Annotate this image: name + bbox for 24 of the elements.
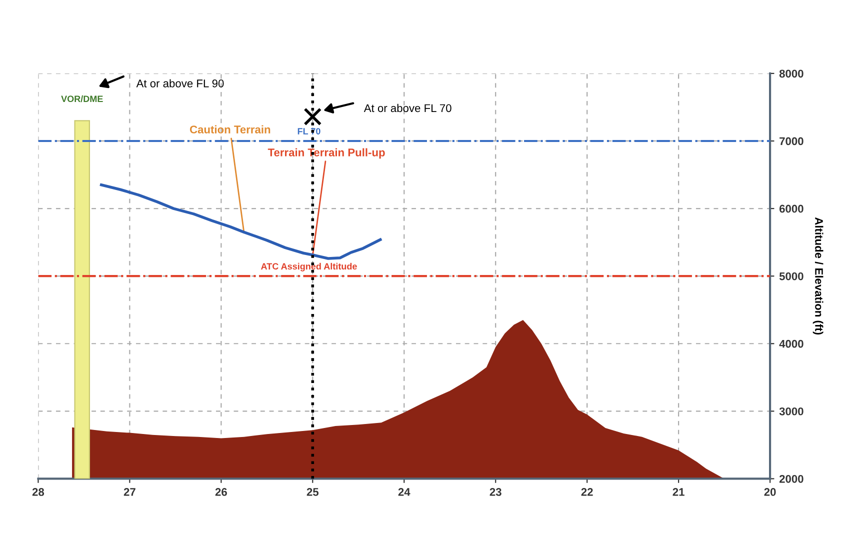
y-tick-label: 6000	[779, 204, 804, 213]
x-tick-label: 28	[32, 488, 44, 496]
x-tick-label: 27	[124, 488, 136, 496]
y-tick-label: 2000	[779, 474, 804, 483]
line-series	[100, 184, 382, 260]
y-tick-label: 5000	[779, 272, 804, 280]
x-tick-label: 23	[490, 488, 502, 496]
x-tick-label: 24	[398, 488, 410, 496]
y-tick-label: 8000	[779, 70, 804, 78]
y-tick-label: 7000	[780, 137, 804, 146]
text: VOR/DME	[61, 95, 103, 102]
x-tick-label: 22	[581, 488, 593, 496]
annotation: At or above FL 70	[364, 104, 452, 112]
ref-line-label: ATC Assigned Altitude	[260, 262, 357, 272]
x-tick-label: 26	[215, 488, 227, 496]
x-tick-label: 21	[672, 488, 684, 496]
y-tick-label: 4000	[779, 340, 804, 348]
x-tick-label: 25	[306, 488, 319, 496]
annotation: Caution Terrain	[190, 125, 270, 134]
annotation: Terrain Terrain Pull-up	[268, 148, 385, 159]
y-tick-label: 3000	[779, 407, 804, 416]
annotation: At or above FL 90	[136, 79, 224, 88]
x-tick-label: 20	[764, 488, 776, 496]
y-axis-title: Altitude / Elevation (ft)	[812, 217, 824, 334]
